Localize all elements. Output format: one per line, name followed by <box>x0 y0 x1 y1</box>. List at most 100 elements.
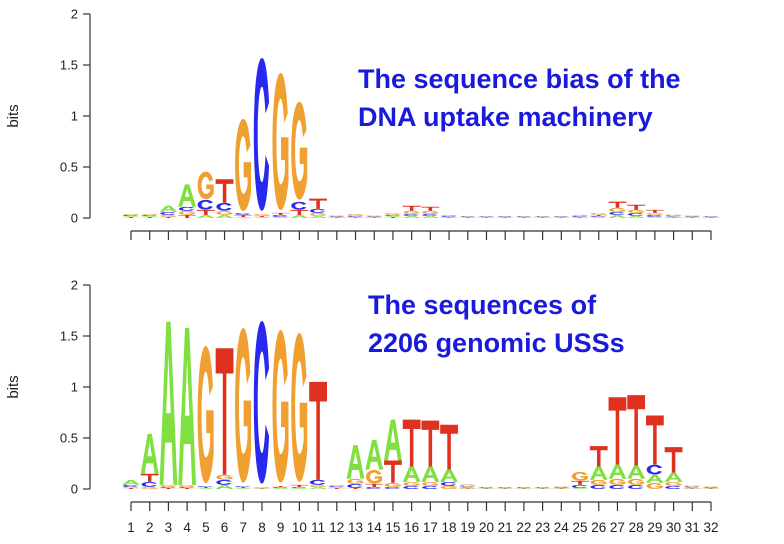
logo-column-2 <box>140 213 159 218</box>
logo-letter-T <box>159 487 178 489</box>
logo-letter-T <box>384 216 402 218</box>
annotation-top: The sequence bias of the DNA uptake mach… <box>358 60 681 136</box>
logo-letter-T <box>327 217 346 218</box>
logo-letter-G <box>684 485 701 487</box>
logo-letter-A <box>589 466 608 480</box>
logo-column-1 <box>122 479 140 489</box>
logo-column-5 <box>196 171 215 218</box>
logo-column-14 <box>365 215 384 218</box>
logo-letter-A <box>458 216 477 218</box>
logo-letter-A <box>384 215 402 217</box>
logo-letter-C <box>440 481 457 486</box>
x-tick-label: 12 <box>329 520 344 535</box>
logo-column-26 <box>589 446 608 489</box>
logo-letter-C <box>122 214 139 216</box>
logo-column-29 <box>645 209 664 218</box>
logo-letter-T <box>159 216 178 218</box>
logo-column-25 <box>571 471 589 489</box>
logo-column-15 <box>384 212 402 218</box>
x-tick-label: 29 <box>647 520 662 535</box>
logo-letter-A <box>327 216 346 218</box>
logo-letter-C <box>122 484 139 487</box>
logo-letter-T <box>253 215 271 217</box>
logo-column-13 <box>346 213 365 218</box>
logo-letter-C <box>422 486 438 489</box>
logo-column-19 <box>458 215 477 218</box>
logo-letter-G <box>627 478 644 485</box>
logo-letter-C <box>272 214 288 217</box>
logo-letter-G <box>646 483 663 489</box>
logo-letter-G <box>609 478 626 485</box>
logo-column-8 <box>253 57 271 218</box>
logo-letter-G <box>216 474 233 480</box>
logo-letter-A <box>552 487 571 489</box>
logo-letter-T <box>440 216 458 218</box>
logo-letter-T <box>664 217 683 218</box>
logo-letter-G <box>384 482 401 487</box>
logo-letter-C <box>627 485 644 489</box>
logo-letter-A <box>271 487 290 489</box>
logo-letter-C <box>384 487 401 489</box>
logo-letter-C <box>684 486 700 488</box>
logo-letter-G <box>459 484 476 487</box>
x-tick-label: 23 <box>535 520 550 535</box>
logo-column-11 <box>309 381 327 489</box>
logo-letter-G <box>347 213 364 216</box>
logo-letter-A <box>215 214 234 218</box>
logo-letter-A <box>365 440 384 470</box>
x-tick-label: 8 <box>258 520 266 535</box>
x-tick-label: 5 <box>202 520 210 535</box>
logo-column-13 <box>346 445 365 489</box>
logo-letter-C <box>178 486 195 488</box>
logo-letter-C <box>403 213 419 216</box>
logo-column-11 <box>309 198 327 218</box>
logo-letter-G <box>440 214 457 216</box>
logo-letter-T <box>552 488 571 489</box>
logo-letter-C <box>291 201 307 210</box>
logo-letter-G <box>253 486 270 488</box>
logo-letter-T <box>571 217 589 218</box>
logo-letter-T <box>271 212 290 215</box>
x-tick-label: 15 <box>385 520 400 535</box>
logo-letter-A <box>664 472 683 482</box>
x-tick-label: 3 <box>165 520 173 535</box>
logo-letter-A <box>702 487 720 489</box>
logo-column-24 <box>552 215 571 218</box>
logo-letter-A <box>234 487 253 489</box>
logo-letter-G <box>178 210 195 215</box>
logo-column-6 <box>215 348 234 489</box>
logo-letter-G <box>178 484 195 487</box>
logo-letter-C <box>216 202 232 211</box>
logo-column-19 <box>458 484 477 489</box>
logo-letter-C <box>665 215 681 217</box>
logo-letter-A <box>515 216 533 218</box>
logo-letter-T <box>664 447 683 473</box>
x-tick-label: 17 <box>423 520 438 535</box>
x-tick-label: 19 <box>460 520 475 535</box>
logo-panel-top: 0 0.5 1 1.5 2 bits <box>5 7 720 240</box>
logo-column-20 <box>477 215 496 218</box>
logo-column-22 <box>515 486 533 489</box>
logo-letter-G <box>291 101 308 200</box>
logo-letter-G <box>197 171 214 200</box>
logo-letter-A <box>608 464 627 479</box>
logo-letter-A <box>253 488 271 489</box>
logo-column-5 <box>196 345 215 489</box>
annotation-top-line-2: DNA uptake machinery <box>358 102 653 132</box>
logo-letter-C <box>272 486 288 488</box>
logo-letter-G <box>272 330 289 483</box>
logo-letter-T <box>515 217 533 218</box>
logo-letter-T <box>215 179 234 203</box>
logo-letter-G <box>197 345 214 484</box>
logo-letter-C <box>216 479 232 485</box>
logo-letter-T <box>309 381 327 480</box>
logo-letter-C <box>571 215 588 217</box>
logo-letter-A <box>159 321 178 485</box>
logo-letter-A <box>664 216 683 218</box>
logo-letter-A <box>627 465 646 479</box>
logo-letter-T <box>589 446 608 467</box>
logo-letter-T <box>702 488 720 489</box>
logo-letter-C <box>366 487 382 489</box>
x-tick-label: 14 <box>367 520 383 535</box>
